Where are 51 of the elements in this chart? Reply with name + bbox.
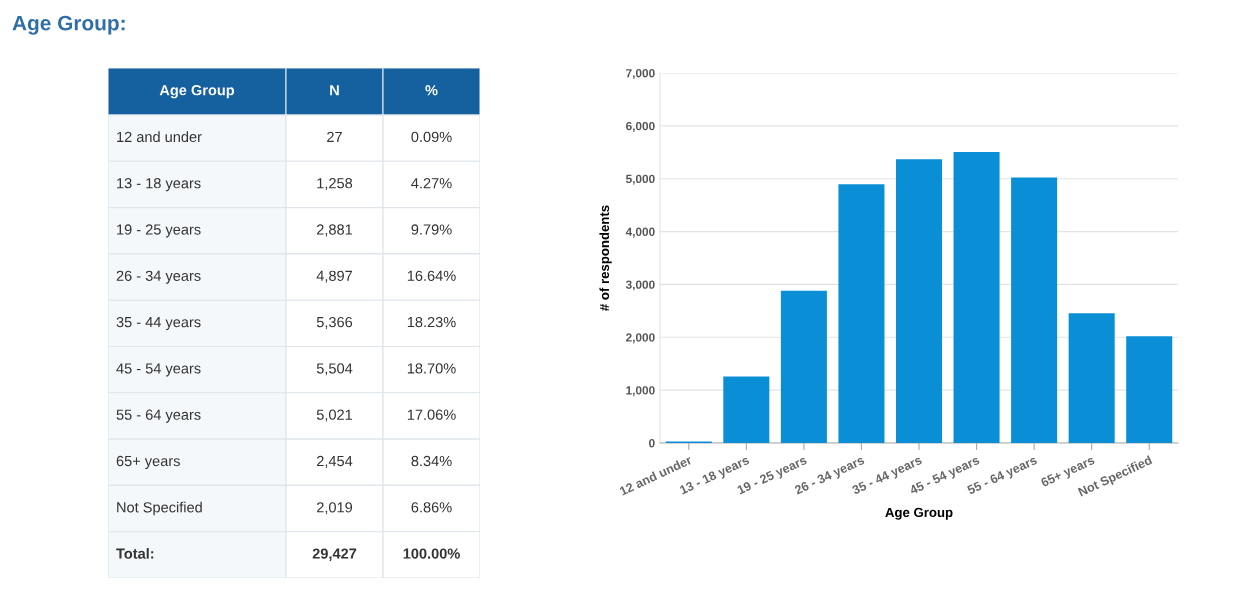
- text: N: [330, 85, 339, 96]
- text: 12 and under: [117, 131, 202, 143]
- text: 19 - 25 years: [117, 224, 201, 238]
- text: 4.27%: [411, 178, 452, 189]
- text: Age Group: [159, 85, 235, 99]
- y-tick-label: 0: [649, 439, 655, 448]
- text: %: [425, 85, 438, 96]
- text: 13 - 18 years: [117, 178, 201, 192]
- y-tick-label: 7,000: [626, 69, 655, 80]
- bar: [953, 152, 1000, 443]
- text: 8.34%: [411, 455, 452, 467]
- y-tick-label: 2,000: [626, 333, 655, 344]
- text: 5,021: [316, 409, 353, 422]
- text: 2,454: [316, 455, 353, 468]
- text: 1,258: [317, 178, 353, 191]
- bar: [1011, 177, 1058, 443]
- y-tick-label: 4,000: [625, 227, 655, 238]
- text: 45 - 54 years: [116, 363, 201, 377]
- text: 17.06%: [407, 409, 456, 420]
- text: 16.64%: [407, 270, 456, 281]
- text: 27: [327, 131, 342, 142]
- text: 18.23%: [407, 316, 456, 328]
- text: 4,897: [316, 270, 353, 283]
- bar: [895, 159, 943, 443]
- text: 5,366: [316, 316, 353, 329]
- text: 6.86%: [411, 502, 452, 513]
- bar: [1126, 336, 1173, 443]
- text: 26 - 34 years: [116, 270, 201, 284]
- y-tick-label: 6,000: [626, 121, 655, 132]
- bar: [1068, 313, 1115, 443]
- x-axis-title: Age Group: [885, 507, 953, 520]
- text: 0.09%: [411, 131, 452, 143]
- text: 35 - 44 years: [116, 316, 201, 331]
- text: 29,427: [312, 548, 357, 561]
- y-axis-title: # of respondents: [599, 205, 612, 311]
- bar: [780, 290, 827, 443]
- text: 9.79%: [411, 224, 452, 235]
- text: 100.00%: [403, 548, 460, 559]
- text: 55 - 64 years: [116, 409, 201, 423]
- text: 5,504: [316, 363, 353, 376]
- text: 2,019: [316, 502, 353, 515]
- bar: [838, 184, 885, 443]
- y-tick-label: 1,000: [626, 386, 655, 397]
- text: Total:: [116, 548, 154, 559]
- text: Age Group:: [12, 15, 125, 35]
- text: 18.70%: [407, 363, 456, 374]
- bar: [723, 376, 770, 443]
- text: Not Specified: [117, 501, 202, 516]
- y-tick-label: 5,000: [625, 174, 655, 185]
- y-tick-label: 3,000: [625, 280, 655, 291]
- text: 2,881: [316, 224, 353, 237]
